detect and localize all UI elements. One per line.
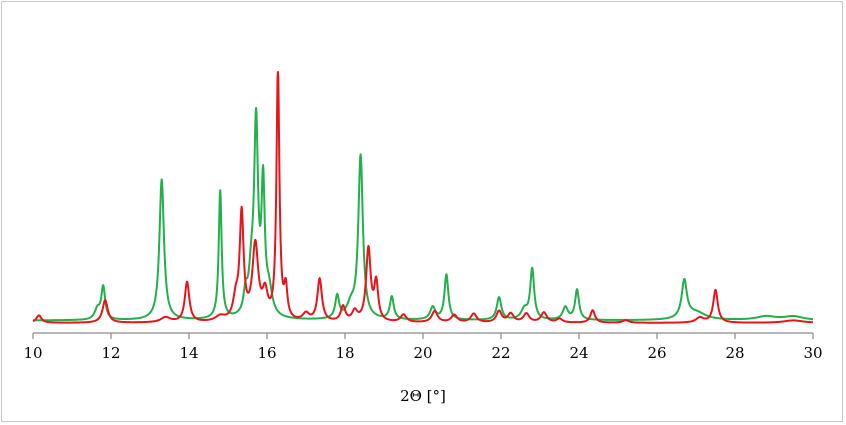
x-tick-label: 14 — [179, 344, 198, 362]
x-tick-labels: 10 12 14 16 18 20 22 24 26 28 30 — [23, 344, 822, 362]
x-axis-title: 2Θ [°] — [400, 387, 446, 405]
x-tick-label: 26 — [647, 344, 666, 362]
x-tick-label: 20 — [413, 344, 432, 362]
x-tick-label: 30 — [803, 344, 822, 362]
series-line-2 — [32, 71, 814, 324]
x-tick-label: 24 — [569, 344, 588, 362]
x-tick-label: 16 — [257, 344, 276, 362]
series-line-1 — [32, 106, 814, 322]
x-tick-label: 10 — [23, 344, 42, 362]
x-tick-marks — [32, 333, 814, 339]
series-lines — [32, 71, 814, 324]
x-tick-label: 18 — [335, 344, 354, 362]
x-tick-label: 28 — [725, 344, 744, 362]
x-tick-label: 22 — [491, 344, 510, 362]
x-tick-label: 12 — [101, 344, 120, 362]
